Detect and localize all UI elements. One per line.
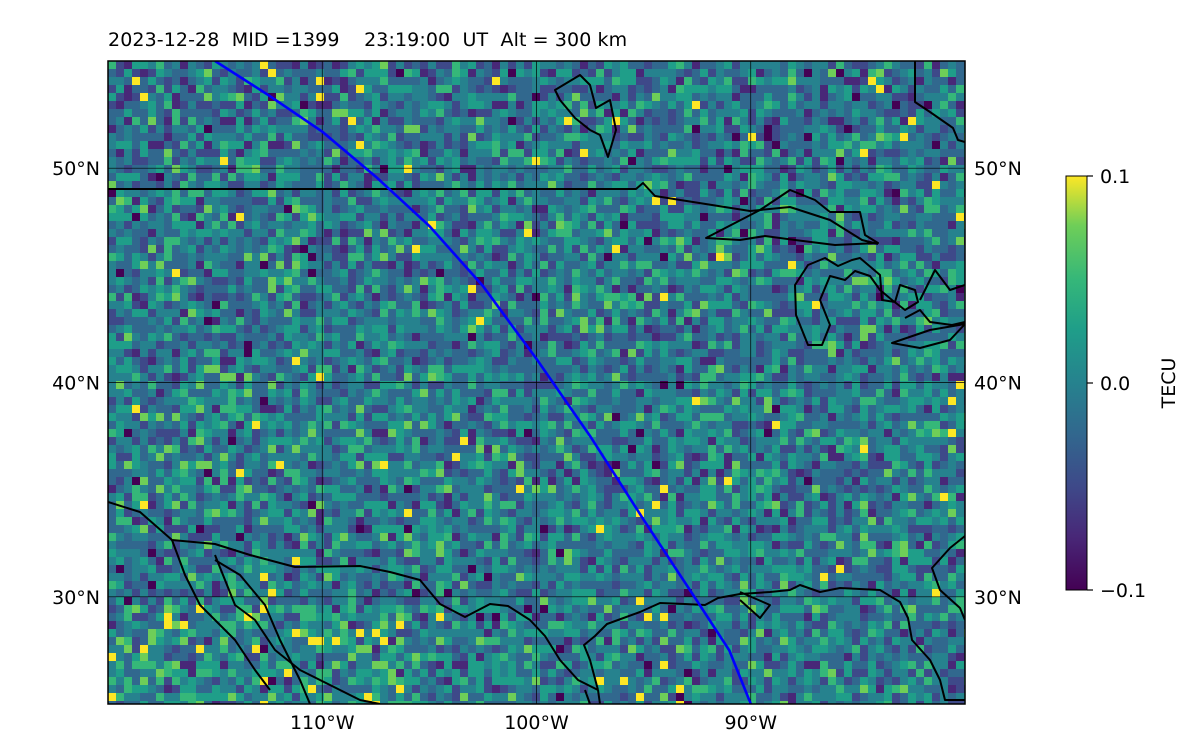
colorbar-tick-label: 0.1: [1100, 166, 1130, 188]
lake-huron: [891, 269, 965, 349]
latitude-labels: 30°N 30°N 40°N 40°N 50°N 50°N: [52, 158, 1022, 609]
colorbar-tick-label: 0.0: [1100, 373, 1130, 395]
hudson-bay-shore: [554, 74, 617, 158]
lon-label: 90°W: [725, 712, 778, 734]
lat-label-left: 50°N: [52, 158, 100, 180]
mexico-gulf-coast: [584, 689, 601, 704]
lat-label-right: 50°N: [974, 158, 1022, 180]
colorbar-ticks: 0.1 0.0 −0.1: [1087, 166, 1146, 602]
lon-label: 100°W: [504, 712, 569, 734]
satellite-track-line: [214, 61, 753, 704]
mexico-west-coast: [214, 554, 381, 704]
baja-california: [171, 539, 311, 704]
lat-label-left: 40°N: [52, 373, 100, 395]
tec-heatmap: [108, 61, 965, 704]
east-shore: [914, 61, 965, 143]
gulf-coast: [583, 535, 965, 701]
colorbar-gradient: [1066, 176, 1087, 590]
lat-label-left: 30°N: [52, 587, 100, 609]
lon-label: 110°W: [290, 712, 355, 734]
coastlines: [108, 61, 965, 704]
lat-label-right: 30°N: [974, 587, 1022, 609]
lake-michigan: [794, 257, 919, 346]
plot-title: 2023-12-28 MID =1399 23:19:00 UT Alt = 3…: [108, 29, 628, 51]
colorbar-tick-label: −0.1: [1100, 580, 1146, 602]
us-mexico-border: [108, 501, 599, 691]
colorbar-label: TECU: [1158, 358, 1180, 410]
us-canada-border: [108, 182, 879, 245]
colorbar: 0.1 0.0 −0.1 TECU: [1065, 166, 1180, 602]
map-frame: [107, 60, 966, 705]
lake-superior: [705, 189, 879, 246]
longitude-labels: 110°W 100°W 90°W: [290, 712, 777, 734]
map-plot-area: [108, 61, 965, 704]
lat-label-right: 40°N: [974, 373, 1022, 395]
